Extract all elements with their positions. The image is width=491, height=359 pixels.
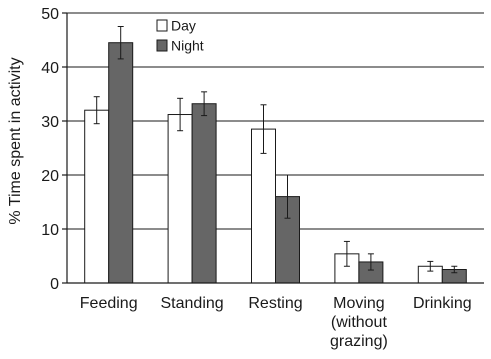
gridlines xyxy=(67,12,484,230)
error-bars xyxy=(93,26,458,274)
error-bar-night-2 xyxy=(284,174,291,219)
x-category-label: Resting xyxy=(248,295,302,312)
error-bar-day-2 xyxy=(260,104,267,154)
x-category-labels: Feeding Standing Resting Moving (without graz… xyxy=(80,295,472,350)
error-bar-day-4 xyxy=(427,260,434,272)
error-bar-night-4 xyxy=(451,265,458,274)
y-tick-label: 40 xyxy=(41,60,59,77)
error-bar-night-1 xyxy=(201,91,208,117)
error-bar-night-0 xyxy=(117,26,124,60)
error-bar-day-3 xyxy=(343,240,350,267)
legend-swatch-night xyxy=(156,39,168,52)
y-axis-title: % Time spent in activity xyxy=(7,57,24,224)
error-bar-night-3 xyxy=(367,253,374,271)
bar-night-1 xyxy=(191,103,217,284)
y-tick-label: 20 xyxy=(41,168,59,185)
y-tick-label: 0 xyxy=(50,276,59,293)
bar-night-0 xyxy=(108,42,134,284)
bar-day-2 xyxy=(251,128,276,284)
bar-day-1 xyxy=(167,114,193,284)
bar-day-0 xyxy=(84,109,110,284)
x-category-label: Drinking xyxy=(413,295,472,312)
y-tick-label: 30 xyxy=(41,114,59,131)
error-bar-day-0 xyxy=(93,96,100,125)
bars xyxy=(84,42,467,284)
legend-label-night: Night xyxy=(171,38,204,54)
legend: Day Night xyxy=(156,18,204,54)
x-category-label: Standing xyxy=(161,295,224,312)
y-ticks: 0 10 20 30 40 50 xyxy=(41,6,67,293)
axes xyxy=(66,13,484,284)
y-tick-label: 50 xyxy=(41,6,59,23)
legend-swatch-day xyxy=(156,19,168,32)
y-tick-label: 10 xyxy=(41,222,59,239)
x-category-label: Moving (without grazing) xyxy=(330,295,388,350)
error-bar-day-1 xyxy=(177,97,184,132)
x-category-label: Feeding xyxy=(80,295,138,312)
legend-label-day: Day xyxy=(171,18,196,34)
